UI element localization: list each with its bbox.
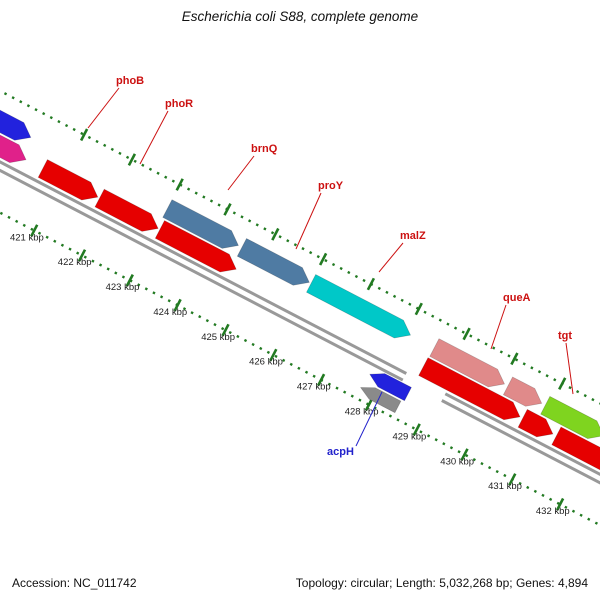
kbp-tick [460, 448, 469, 461]
kbp-tick [318, 252, 328, 266]
gene-arrow-acpH[interactable] [369, 373, 412, 402]
kbp-tick [366, 277, 376, 291]
gene-label-phoR[interactable]: phoR [165, 98, 193, 110]
kbp-tick [316, 373, 326, 387]
kbp-tick [30, 224, 39, 237]
gene-label-line [565, 342, 574, 395]
kbp-tick [79, 128, 89, 142]
backbone-line [441, 399, 600, 485]
accession-text: Accession: NC_011742 [12, 576, 137, 590]
ruler-label: 424 kbp [153, 307, 187, 318]
ruler-label: 426 kbp [249, 357, 283, 368]
ruler-label: 422 kbp [58, 257, 92, 268]
gene-arrow-brnQ[interactable] [162, 199, 239, 249]
kbp-tick [175, 178, 184, 191]
gene-arrow-queA[interactable] [429, 338, 506, 388]
status-bar: Accession: NC_011742 Topology: circular;… [12, 576, 588, 590]
kbp-tick [127, 153, 137, 167]
kbp-tick [462, 327, 471, 341]
kbp-tick [364, 398, 374, 412]
gene-label-line [355, 391, 383, 447]
gene-arrow-malZ[interactable] [306, 274, 412, 339]
gene-label-line [227, 155, 255, 191]
gene-arrow-red-3[interactable] [154, 220, 237, 273]
ruler-label: 427 kbp [297, 382, 331, 393]
ruler-label: 423 kbp [106, 282, 140, 293]
gene-arrow-phoB[interactable] [37, 159, 99, 201]
kbp-tick [271, 227, 280, 241]
kbp-tick [414, 302, 423, 316]
gene-label-tgt[interactable]: tgt [558, 330, 572, 342]
gene-arrow-gray-rev[interactable] [359, 387, 402, 414]
gene-arrow-tgt[interactable] [540, 395, 600, 439]
gene-arrow-salmon-2[interactable] [502, 376, 543, 407]
kbp-tick [269, 348, 278, 362]
gene-arrow-red-right-2[interactable] [517, 408, 554, 438]
backbone-line [0, 160, 407, 375]
backbone-line [444, 392, 600, 477]
gene-arrow-blue-left[interactable] [0, 107, 32, 141]
gene-arrow-red-right-3[interactable] [551, 426, 600, 479]
gene-label-malZ[interactable]: malZ [400, 230, 426, 242]
gene-label-line [87, 87, 120, 129]
kbp-tick [412, 423, 421, 437]
gene-label-proY[interactable]: proY [318, 180, 344, 192]
topology-text: Topology: circular; Length: 5,032,268 bp… [295, 576, 588, 590]
ruler-label: 421 kbp [10, 232, 44, 243]
gene-label-line [490, 304, 507, 350]
kbp-tick [555, 497, 565, 511]
kbp-tick [558, 377, 567, 391]
gene-label-phoB[interactable]: phoB [116, 75, 144, 87]
kbp-tick [221, 323, 230, 337]
kbp-tick [510, 352, 519, 366]
ruler-label: 429 kbp [392, 431, 426, 442]
gene-arrow-phoR[interactable] [94, 188, 159, 232]
gene-label-brnQ[interactable]: brnQ [251, 143, 278, 155]
ruler-label: 428 kbp [345, 407, 379, 418]
ruler-label: 431 kbp [488, 481, 522, 492]
kbp-tick [223, 203, 232, 216]
backbone-line [0, 168, 404, 382]
gene-label-line [295, 192, 322, 250]
ruler-label: 430 kbp [440, 456, 474, 467]
ruler-label: 432 kbp [536, 506, 570, 517]
gene-label-line [378, 242, 404, 273]
kbp-tick [508, 473, 517, 486]
gene-label-acpH[interactable]: acpH [327, 446, 354, 458]
gene-arrow-pink-left[interactable] [0, 127, 27, 163]
gene-arrow-red-right-1[interactable] [418, 357, 521, 421]
gene-arrow-proY[interactable] [236, 238, 310, 286]
kbp-tick [125, 273, 134, 287]
kbp-tick [77, 249, 87, 262]
page-title: Escherichia coli S88, complete genome [181, 9, 419, 24]
gene-label-queA[interactable]: queA [503, 292, 531, 304]
kbp-tick [173, 298, 182, 312]
gene-label-line [139, 110, 169, 165]
ruler-label: 425 kbp [201, 332, 235, 343]
